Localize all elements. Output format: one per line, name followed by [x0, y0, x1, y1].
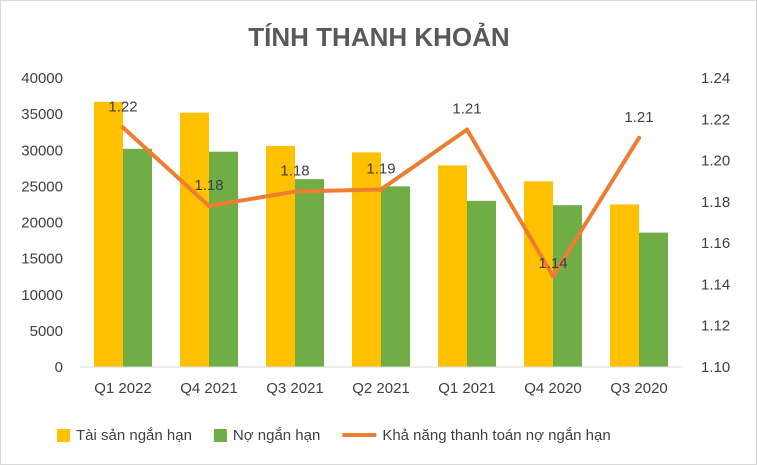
legend-no-label: Nợ ngắn hạn: [233, 427, 320, 444]
y-left-tick-label: 30000: [21, 142, 63, 159]
bar-no-ngan-han: [467, 200, 496, 367]
y-right-tick-label: 1.22: [701, 111, 730, 128]
bar-no-ngan-han: [553, 205, 582, 367]
legend: Tài sản ngắn hạn Nợ ngắn hạn Khả năng than…: [57, 427, 611, 444]
y-left-tick-label: 40000: [21, 70, 63, 87]
bar-series: [94, 101, 668, 368]
data-label: 1.14: [538, 255, 567, 272]
y-left-tick-label: 5000: [30, 323, 63, 340]
bar-no-ngan-han: [381, 186, 410, 367]
bar-tai-san-ngan-han: [266, 145, 295, 367]
bar-tai-san-ngan-han: [610, 204, 639, 367]
x-axis: Q1 2022 Q4 2021 Q3 2021 Q2 2021 Q1 2021 Q4 20…: [80, 366, 682, 397]
x-tick-label: Q3 2020: [610, 380, 668, 397]
data-label: 1.18: [280, 163, 309, 180]
line-point: [121, 125, 125, 130]
legend-tai-san-swatch: [57, 429, 70, 442]
bar-tai-san-ngan-han: [352, 152, 381, 367]
right-axis: 1.10 1.12 1.14 1.16 1.18 1.20 1.22 1.24: [701, 70, 730, 376]
bar-tai-san-ngan-han: [94, 101, 123, 367]
x-tick-label: Q2 2021: [352, 380, 410, 397]
y-right-tick-label: 1.10: [701, 359, 730, 376]
data-label: 1.19: [366, 160, 395, 177]
line-series: 1.22 1.18 1.18 1.19 1.21 1.14 1.21: [108, 99, 654, 279]
line-point: [465, 127, 469, 132]
bar-tai-san-ngan-han: [524, 181, 553, 367]
bar-no-ngan-han: [209, 151, 238, 367]
data-label: 1.21: [452, 101, 481, 118]
x-tick-label: Q1 2021: [438, 380, 496, 397]
y-right-tick-label: 1.20: [701, 153, 730, 170]
bar-no-ngan-han: [123, 148, 152, 367]
y-left-tick-label: 20000: [21, 215, 63, 232]
y-right-tick-label: 1.24: [701, 70, 730, 87]
left-axis: 0 5000 10000 15000 20000 25000 30000 35000 40000: [21, 70, 63, 376]
y-left-tick-label: 0: [55, 359, 63, 376]
line-point: [637, 135, 641, 140]
x-tick-label: Q4 2020: [524, 380, 582, 397]
legend-kha-nang-label: Khả năng thanh toán nợ ngắn hạn: [382, 427, 610, 444]
y-left-tick-label: 10000: [21, 287, 63, 304]
x-tick-label: Q4 2021: [180, 380, 238, 397]
data-label: 1.22: [108, 99, 137, 116]
data-label: 1.18: [194, 177, 223, 194]
line-point: [379, 187, 383, 192]
y-right-tick-label: 1.18: [701, 194, 730, 211]
bar-tai-san-ngan-han: [180, 112, 209, 368]
y-right-tick-label: 1.14: [701, 276, 730, 293]
y-left-tick-label: 15000: [21, 251, 63, 268]
legend-no-swatch: [213, 429, 227, 442]
line-point: [207, 203, 211, 208]
bar-no-ngan-han: [639, 232, 668, 367]
y-left-tick-label: 35000: [21, 106, 63, 123]
y-left-tick-label: 25000: [21, 178, 63, 195]
chart-title: TÍNH THANH KHOẢN: [248, 22, 509, 52]
x-tick-label: Q3 2021: [266, 380, 324, 397]
line-point: [551, 274, 555, 279]
legend-tai-san-label: Tài sản ngắn hạn: [76, 427, 192, 444]
y-right-tick-label: 1.16: [701, 235, 730, 252]
bar-no-ngan-han: [295, 179, 324, 367]
line-point: [293, 189, 297, 194]
x-tick-label: Q1 2022: [94, 380, 152, 397]
y-right-tick-label: 1.12: [701, 318, 730, 335]
bar-tai-san-ngan-han: [438, 165, 467, 367]
data-label: 1.21: [624, 109, 653, 126]
